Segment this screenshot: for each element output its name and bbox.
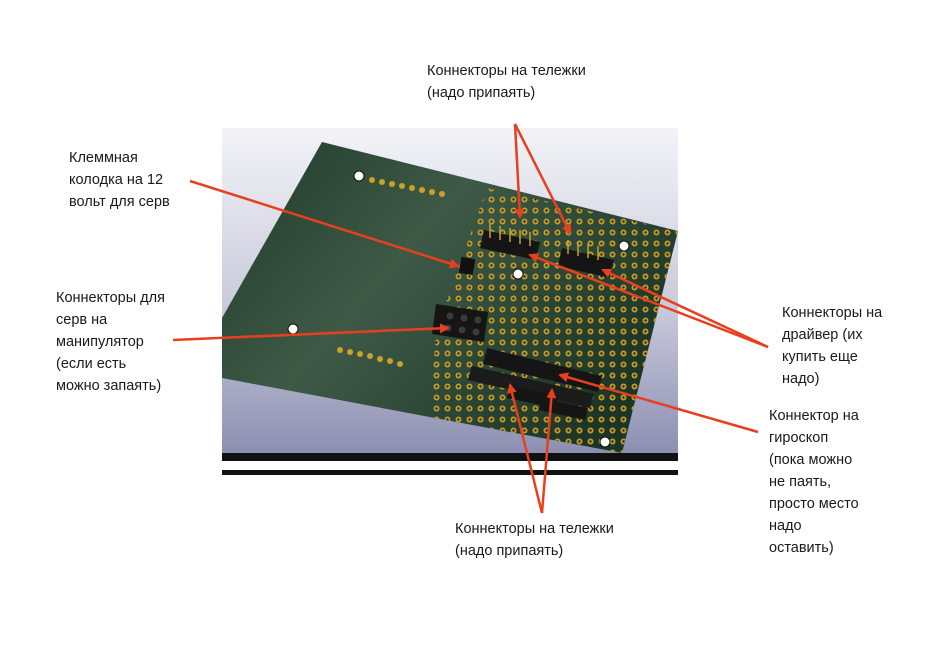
label-top-carts: Коннекторы на тележки (надо припаять) (427, 63, 586, 101)
mount-hole (353, 170, 365, 182)
mount-hole (287, 323, 299, 335)
top-cart-connector-left (480, 224, 540, 260)
label-gyro-connector: Коннектор на гироскоп (пока можно не пая… (769, 408, 859, 556)
mount-hole (599, 436, 611, 448)
mount-hole (512, 268, 524, 280)
bottom-pad-row (337, 347, 403, 367)
pcb-render-image (222, 128, 678, 475)
label-bottom-carts: Коннекторы на тележки (надо припаять) (455, 521, 614, 559)
mount-hole (618, 240, 630, 252)
label-terminal-block: Клеммная колодка на 12 вольт для серв (69, 150, 170, 210)
label-driver-connectors: Коннекторы на драйвер (их купить еще над… (782, 305, 883, 387)
label-servo-connectors: Коннекторы для серв на манипулятор (если… (56, 290, 165, 394)
terminal-block (458, 256, 476, 276)
